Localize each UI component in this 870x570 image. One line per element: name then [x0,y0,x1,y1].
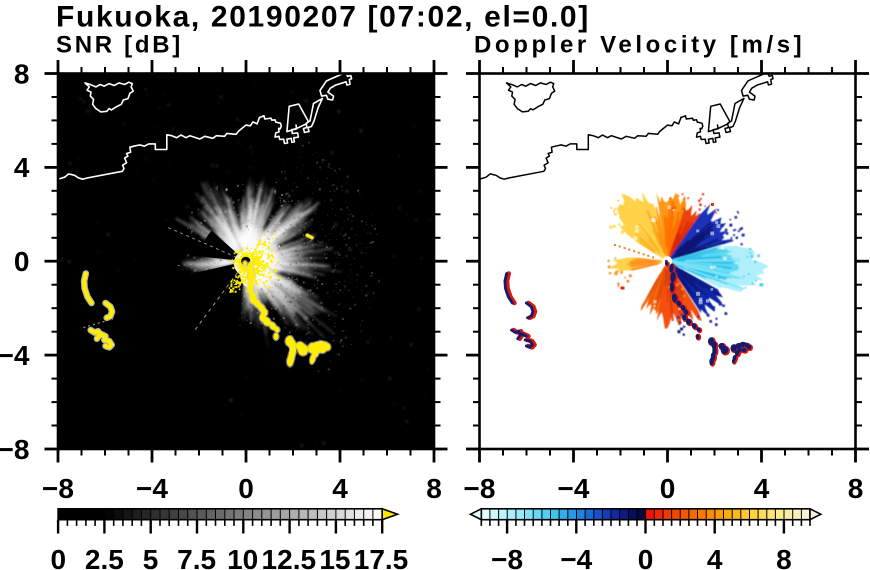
svg-text:8: 8 [426,473,442,504]
svg-text:−8: −8 [464,473,496,504]
svg-text:5: 5 [143,544,159,570]
svg-text:−8: −8 [491,544,523,570]
svg-text:0: 0 [14,246,30,277]
svg-text:−4: −4 [560,544,592,570]
svg-text:−4: −4 [558,473,590,504]
svg-text:15: 15 [319,544,350,570]
svg-text:10: 10 [227,544,258,570]
svg-text:8: 8 [848,473,864,504]
svg-text:4: 4 [707,544,723,570]
svg-text:7.5: 7.5 [177,544,216,570]
svg-text:−4: −4 [0,340,30,371]
svg-text:17.5: 17.5 [354,544,409,570]
svg-text:4: 4 [754,473,770,504]
svg-text:8: 8 [14,58,30,89]
svg-text:8: 8 [776,544,792,570]
svg-text:0: 0 [660,473,676,504]
svg-text:0: 0 [51,544,67,570]
svg-text:4: 4 [332,473,348,504]
svg-text:−8: −8 [0,434,30,465]
svg-text:4: 4 [14,152,30,183]
svg-text:0: 0 [638,544,654,570]
svg-text:SNR [dB]: SNR [dB] [56,32,183,59]
svg-text:2.5: 2.5 [85,544,124,570]
svg-text:Doppler Velocity [m/s]: Doppler Velocity [m/s] [474,32,805,59]
svg-text:−8: −8 [42,473,74,504]
svg-text:Fukuoka, 20190207 [07:02, el=0: Fukuoka, 20190207 [07:02, el=0.0] [56,1,590,34]
svg-text:0: 0 [238,473,254,504]
svg-text:−4: −4 [136,473,168,504]
svg-text:12.5: 12.5 [262,544,317,570]
